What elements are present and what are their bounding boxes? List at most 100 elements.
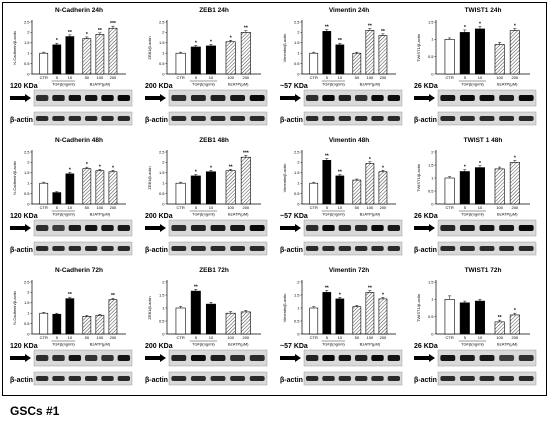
blot-band [354, 355, 368, 361]
y-tick-label: 0.5 [428, 54, 434, 59]
bar [378, 171, 388, 205]
x-tick-label: CTR [40, 75, 48, 80]
bar [240, 32, 251, 75]
significance-label: * [339, 292, 341, 298]
chart-title: ZEB1 48h [199, 137, 229, 144]
actin-band [459, 376, 475, 381]
actin-band [171, 116, 187, 121]
significance-label: *** [243, 151, 249, 157]
blot-band [210, 95, 226, 101]
blot-actin [33, 111, 133, 126]
actin-band [101, 376, 114, 381]
blot-actin [303, 371, 403, 386]
kda-label: 200 KDa [145, 213, 173, 220]
significance-label: * [210, 165, 212, 171]
y-tick-label: 1.5 [159, 292, 165, 297]
blot-band [499, 225, 515, 231]
y-tick-label: 1.5 [24, 300, 30, 305]
x-tick-label: CTR [40, 205, 48, 210]
bar [225, 41, 236, 75]
x-tick-label: 200 [242, 205, 249, 210]
bar [225, 170, 236, 205]
y-tick-label: 2 [162, 30, 165, 35]
x-tick-label: 50 [85, 75, 90, 80]
x-tick-label: 100 [97, 75, 104, 80]
actin-label: β-actin [280, 377, 303, 384]
y-tick-label: 2 [297, 279, 300, 284]
y-tick-label: 1 [297, 305, 300, 310]
blot-band [440, 225, 456, 231]
y-tick-label: 1 [297, 181, 300, 186]
actin-band [68, 376, 82, 381]
bar [365, 30, 375, 75]
blot-band [499, 355, 515, 361]
x-tick-label: 10 [68, 335, 73, 340]
blot-band [338, 225, 352, 231]
blot-band [387, 95, 401, 101]
blot-band [338, 95, 352, 101]
actin-band [305, 116, 319, 121]
significance-label: * [464, 25, 466, 31]
blot-band [518, 95, 534, 101]
significance-label: ** [325, 286, 329, 292]
group-label: BzATP(μM) [360, 212, 381, 217]
y-tick-label: 0.5 [24, 191, 30, 196]
x-tick-label: CTR [446, 335, 454, 340]
kda-label: 26 KDa [414, 83, 438, 90]
arrow-icon [10, 354, 31, 362]
y-tick-label: 0 [162, 201, 165, 206]
bar [352, 179, 362, 205]
actin-band [52, 246, 65, 251]
kda-label: 200 KDa [145, 343, 173, 350]
x-tick-label: 100 [367, 205, 374, 210]
blot-actin [33, 371, 133, 386]
y-tick-label: 1.5 [24, 170, 30, 175]
blot-band [371, 95, 384, 101]
x-tick-label: 100 [227, 75, 234, 80]
arrow-icon [145, 94, 166, 102]
x-tick-label: 100 [227, 205, 234, 210]
y-tick-label: 1 [27, 51, 30, 56]
x-tick-label: 100 [367, 75, 374, 80]
blot-band [440, 355, 456, 361]
significance-label: ** [381, 29, 385, 35]
actin-band [459, 116, 475, 121]
group-label: BzATP(μM) [90, 342, 111, 347]
blot-band [479, 355, 495, 361]
group-label: TGFβ(ng/ml) [192, 82, 215, 87]
bar [444, 39, 455, 75]
actin-label: β-actin [145, 247, 168, 254]
significance-label: ** [194, 284, 198, 290]
significance-label: * [86, 32, 88, 38]
y-tick-label: 0 [162, 71, 165, 76]
arrow-icon [10, 94, 31, 102]
x-tick-label: 100 [496, 335, 503, 340]
y-tick-label: 1.5 [294, 170, 300, 175]
significance-label: * [369, 157, 371, 163]
group-label: TGFβ(ng/ml) [461, 82, 484, 87]
actin-band [68, 116, 82, 121]
blot-band [68, 225, 82, 231]
kda-label: 26 KDa [414, 213, 438, 220]
bar [322, 31, 332, 75]
bar [108, 299, 118, 335]
y-axis-label: ZEB1/β-actin [147, 296, 152, 319]
actin-band [322, 246, 335, 251]
x-tick-label: 5 [464, 335, 467, 340]
blot-band [371, 355, 384, 361]
y-tick-label: 1 [162, 51, 165, 56]
actin-band [190, 376, 206, 381]
bar [459, 302, 470, 335]
blot-band [171, 225, 187, 231]
y-tick-label: 2.5 [24, 149, 30, 154]
x-tick-label: 100 [97, 335, 104, 340]
y-tick-label: 0.5 [159, 191, 165, 196]
y-axis-label: N-Cadherin/β-actin [12, 161, 17, 195]
actin-band [440, 376, 456, 381]
blot-band [101, 95, 114, 101]
y-tick-label: 0.5 [294, 61, 300, 66]
blot-target [33, 89, 133, 107]
actin-band [322, 116, 335, 121]
y-tick-label: 2.5 [294, 19, 300, 24]
blot-band [440, 95, 456, 101]
